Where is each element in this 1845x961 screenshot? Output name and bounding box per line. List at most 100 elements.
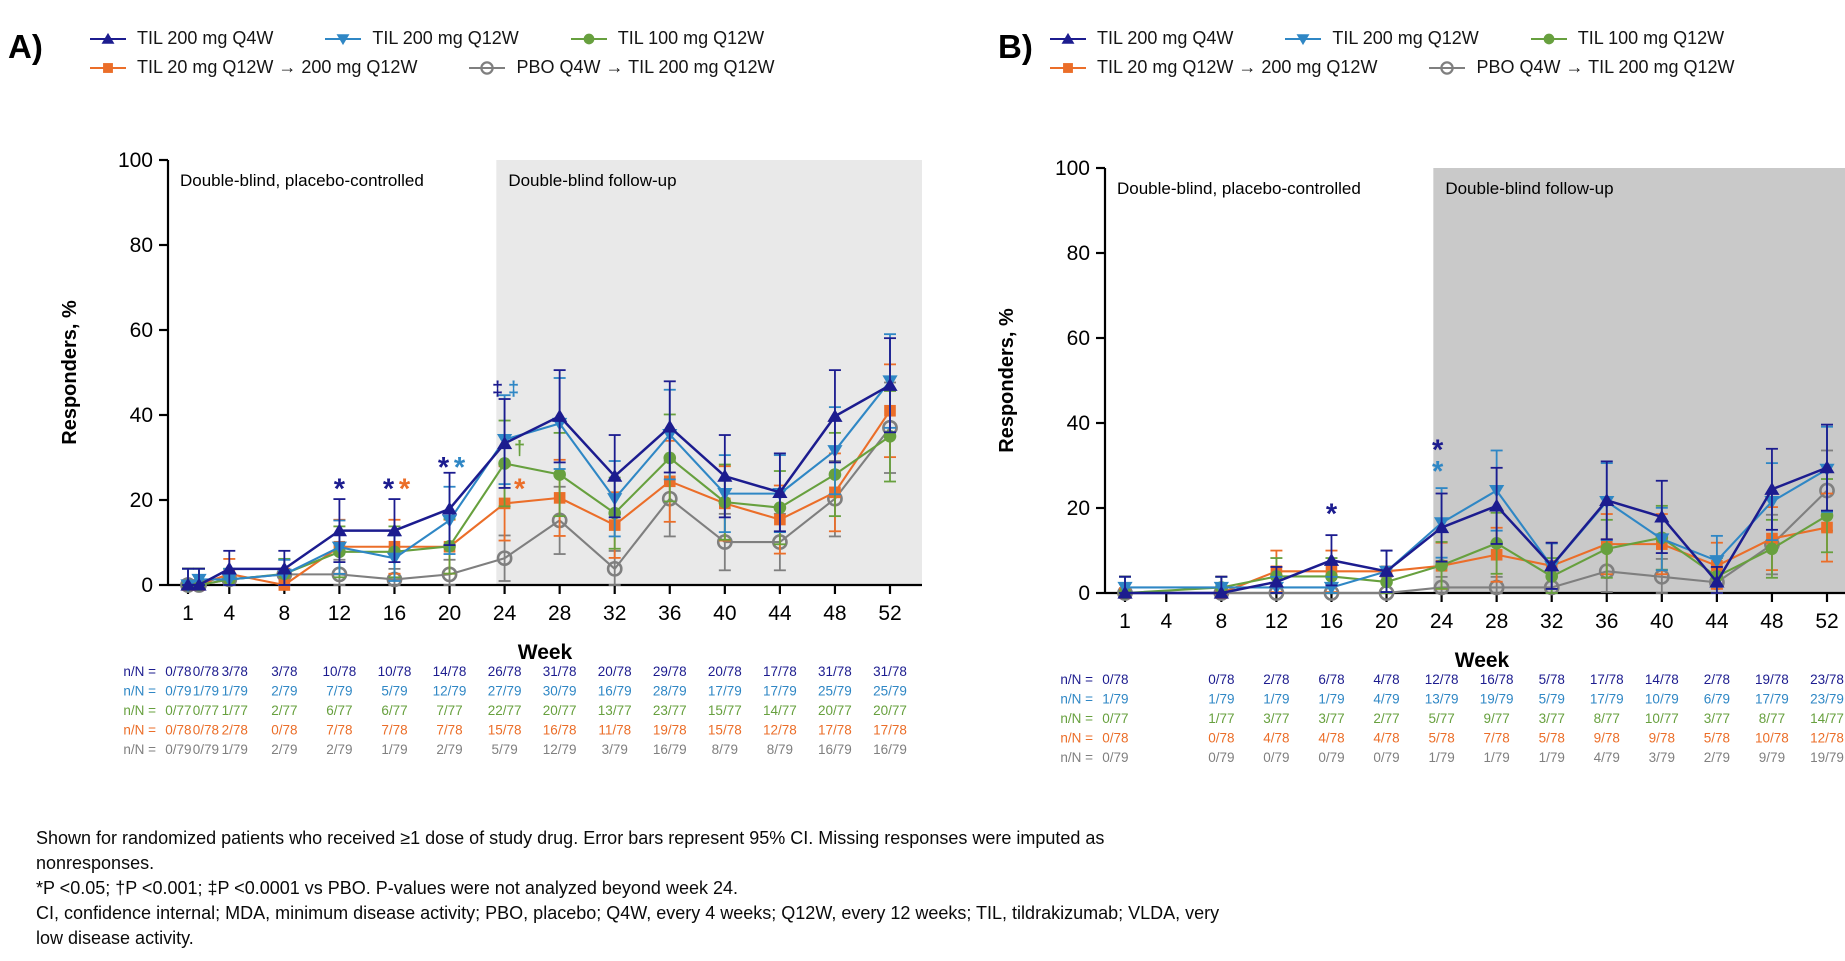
x-tick-label: 20 — [1375, 610, 1398, 633]
table-cell: 5/79 — [381, 684, 407, 699]
table-cell: 1/79 — [1539, 750, 1565, 765]
table-cell: 2/79 — [436, 742, 462, 757]
table-cell: 19/79 — [1480, 692, 1514, 707]
table-cell: 16/79 — [873, 742, 907, 757]
circle-legend-icon — [1530, 33, 1567, 44]
legend-item-green: TIL 100 mg Q12W — [569, 28, 764, 49]
legend-label: TIL 200 mg Q12W — [1332, 28, 1479, 48]
figure-footnotes: Shown for randomized patients who receiv… — [36, 826, 1219, 951]
table-cell: 0/78 — [165, 723, 191, 738]
table-cell: 9/79 — [1759, 750, 1785, 765]
n-over-N-table: n/N = 0/78 0/78 2/78 6/78 4/78 12/78 16/78 5/78 1… — [1060, 672, 1844, 765]
table-cell: 1/79 — [1428, 750, 1454, 765]
table-cell: 19/79 — [1810, 750, 1844, 765]
table-cell: 4/79 — [1594, 750, 1620, 765]
x-tick-label: 48 — [1760, 610, 1783, 633]
table-cell: 2/78 — [1704, 672, 1730, 687]
y-tick-label: 100 — [118, 149, 153, 172]
phase1-label: Double-blind, placebo-controlled — [1117, 179, 1361, 198]
table-cell: 2/79 — [1704, 750, 1730, 765]
table-cell: 2/79 — [271, 684, 297, 699]
x-tick-label: 4 — [223, 602, 235, 625]
legend-item-gray: PBO Q4W → TIL 200 mg Q12W — [467, 57, 775, 78]
table-cell: 5/78 — [1539, 731, 1565, 746]
x-axis-title: Week — [518, 641, 573, 664]
table-cell: 12/78 — [1425, 672, 1459, 687]
table-cell: 1/79 — [1484, 750, 1510, 765]
table-cell: 4/78 — [1373, 731, 1399, 746]
table-cell: 7/77 — [436, 703, 462, 718]
table-cell: 3/77 — [1263, 711, 1289, 726]
table-cell: 8/79 — [767, 742, 793, 757]
x-tick-label: 28 — [548, 602, 571, 625]
panel-b-label: B) — [998, 28, 1033, 65]
svg-text:*: * — [454, 452, 466, 484]
table-cell: 4/79 — [1373, 692, 1399, 707]
legend-label: TIL 100 mg Q12W — [617, 28, 765, 48]
table-cell: 17/79 — [708, 684, 742, 699]
table-cell: 8/77 — [1594, 711, 1620, 726]
table-cell: 15/77 — [708, 703, 742, 718]
x-tick-label: 52 — [1815, 610, 1838, 633]
footnote-line: *P <0.05; †P <0.001; ‡P <0.0001 vs PBO. … — [36, 878, 738, 898]
x-tick-label: 12 — [328, 602, 351, 625]
table-cell: 15/78 — [488, 723, 522, 738]
svg-text:‡: ‡ — [492, 379, 503, 401]
table-cell: 14/77 — [1810, 711, 1844, 726]
table-cell: 10/78 — [378, 664, 412, 679]
legend-item-lightblue: TIL 200 mg Q12W — [1283, 28, 1479, 49]
legend-label: PBO Q4W → TIL 200 mg Q12W — [516, 57, 775, 77]
table-cell: 0/77 — [165, 703, 191, 718]
table-cell: 0/79 — [193, 742, 219, 757]
table-cell: 0/79 — [1102, 750, 1128, 765]
table-cell: 12/78 — [1810, 731, 1844, 746]
table-cell: 1/79 — [1102, 692, 1128, 707]
table-cell: 4/78 — [1373, 672, 1399, 687]
x-axis-title: Week — [1455, 649, 1510, 672]
legend-item-orange: TIL 20 mg Q12W → 200 mg Q12W — [1048, 57, 1377, 78]
triangle-up-legend-icon — [1050, 32, 1086, 44]
table-cell: 14/77 — [763, 703, 797, 718]
table-cell: 0/78 — [1208, 731, 1234, 746]
table-cell: 1/79 — [381, 742, 407, 757]
table-row-label: n/N = — [1060, 711, 1093, 726]
legend-label: PBO Q4W → TIL 200 mg Q12W — [1476, 57, 1735, 77]
phase1-label: Double-blind, placebo-controlled — [180, 171, 424, 190]
table-cell: 0/77 — [1102, 711, 1128, 726]
open-circle-legend-icon — [469, 60, 506, 75]
svg-text:*: * — [1432, 435, 1444, 467]
table-cell: 1/79 — [222, 684, 248, 699]
y-tick-label: 0 — [1078, 582, 1090, 605]
table-cell: 16/79 — [598, 684, 632, 699]
panel-b-legend: TIL 200 mg Q4W TIL 200 mg Q12W TIL 100 mg … — [1048, 28, 1735, 78]
table-cell: 1/79 — [1318, 692, 1344, 707]
table-cell: 31/78 — [818, 664, 852, 679]
table-cell: 2/78 — [1263, 672, 1289, 687]
table-cell: 20/77 — [873, 703, 907, 718]
y-tick-label: 0 — [141, 574, 153, 597]
legend-label: TIL 200 mg Q4W — [137, 28, 274, 48]
table-cell: 0/78 — [1208, 672, 1234, 687]
legend-label: TIL 20 mg Q12W → 200 mg Q12W — [137, 57, 418, 77]
table-cell: 0/79 — [165, 684, 191, 699]
table-cell: 0/78 — [1102, 731, 1128, 746]
table-cell: 0/79 — [1208, 750, 1234, 765]
legend-item-navy: TIL 200 mg Q4W — [1048, 28, 1233, 49]
significance-markers: *** — [1326, 435, 1444, 531]
table-cell: 22/77 — [488, 703, 522, 718]
table-cell: 20/77 — [543, 703, 577, 718]
x-tick-label: 8 — [1216, 610, 1228, 633]
table-cell: 3/79 — [602, 742, 628, 757]
legend-item-gray: PBO Q4W → TIL 200 mg Q12W — [1427, 57, 1735, 78]
table-cell: 2/79 — [271, 742, 297, 757]
table-cell: 31/78 — [543, 664, 577, 679]
table-cell: 6/77 — [326, 703, 352, 718]
x-tick-label: 36 — [1595, 610, 1618, 633]
table-row-label: n/N = — [1060, 731, 1093, 746]
footnote-line: low disease activity. — [36, 928, 194, 948]
table-cell: 14/78 — [433, 664, 467, 679]
table-cell: 12/79 — [543, 742, 577, 757]
svg-text:*: * — [438, 452, 450, 484]
table-cell: 16/78 — [543, 723, 577, 738]
